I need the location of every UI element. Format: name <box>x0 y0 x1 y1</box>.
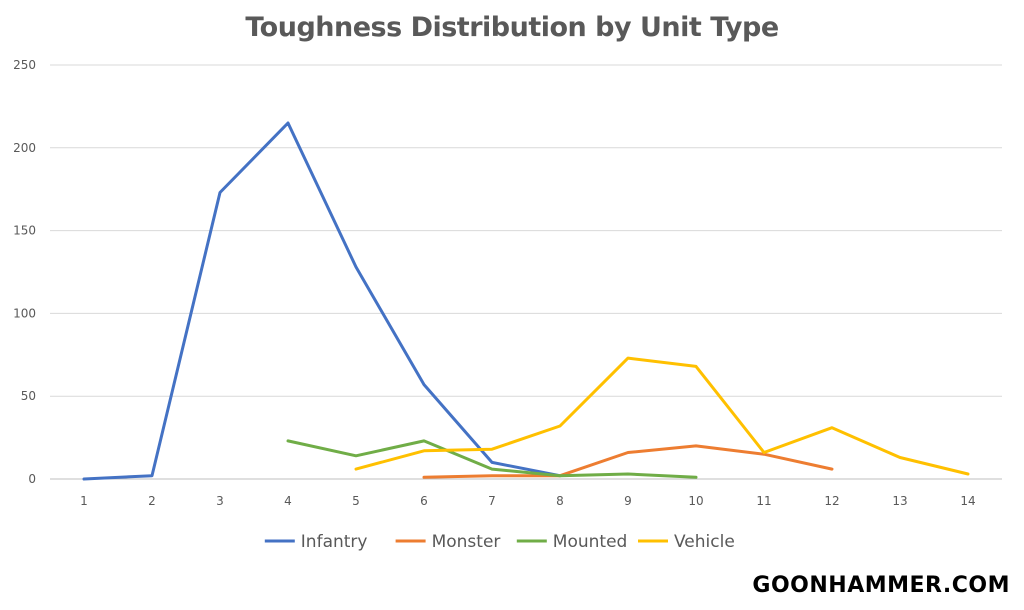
x-tick-label: 13 <box>892 494 907 508</box>
x-tick-label: 8 <box>556 494 564 508</box>
legend-item-vehicle: Vehicle <box>638 532 735 552</box>
series-line-vehicle <box>354 356 970 476</box>
x-tick-label: 3 <box>216 494 224 508</box>
legend-item-infantry: Infantry <box>264 532 368 552</box>
y-tick-label: 250 <box>13 58 36 72</box>
y-tick-label: 0 <box>28 472 36 486</box>
series-line-infantry <box>82 121 562 481</box>
x-tick-label: 12 <box>824 494 839 508</box>
x-tick-label: 10 <box>688 494 703 508</box>
y-tick-label: 100 <box>13 306 36 320</box>
legend-label: Infantry <box>301 532 368 552</box>
legend-item-mounted: Mounted <box>516 532 628 552</box>
x-tick-label: 7 <box>488 494 496 508</box>
gridlines <box>50 64 1002 480</box>
x-tick-label: 5 <box>352 494 360 508</box>
series-line-mounted <box>286 439 698 479</box>
x-tick-label: 11 <box>756 494 771 508</box>
x-tick-label: 6 <box>420 494 428 508</box>
legend-label: Mounted <box>553 532 628 552</box>
y-tick-label: 50 <box>21 389 36 403</box>
legend-label: Monster <box>432 532 501 552</box>
series-line-monster <box>422 444 834 479</box>
x-tick-label: 14 <box>960 494 975 508</box>
x-axis-ticks: 1 2 3 4 5 6 7 8 9 10 11 12 13 14 <box>80 494 975 508</box>
x-tick-label: 2 <box>148 494 156 508</box>
x-tick-label: 9 <box>624 494 632 508</box>
site-watermark: GOONHAMMER.COM <box>752 573 1010 598</box>
y-axis-ticks: 0 50 100 150 200 250 <box>13 58 36 486</box>
x-tick-label: 4 <box>284 494 292 508</box>
legend-label: Vehicle <box>674 532 735 552</box>
legend-item-monster: Monster <box>395 532 501 552</box>
x-tick-label: 1 <box>80 494 88 508</box>
legend: Infantry Monster Mounted Vehicle <box>264 532 735 552</box>
chart-title: Toughness Distribution by Unit Type <box>245 12 779 43</box>
series-lines <box>82 121 970 481</box>
y-tick-label: 150 <box>13 224 36 238</box>
y-tick-label: 200 <box>13 141 36 155</box>
